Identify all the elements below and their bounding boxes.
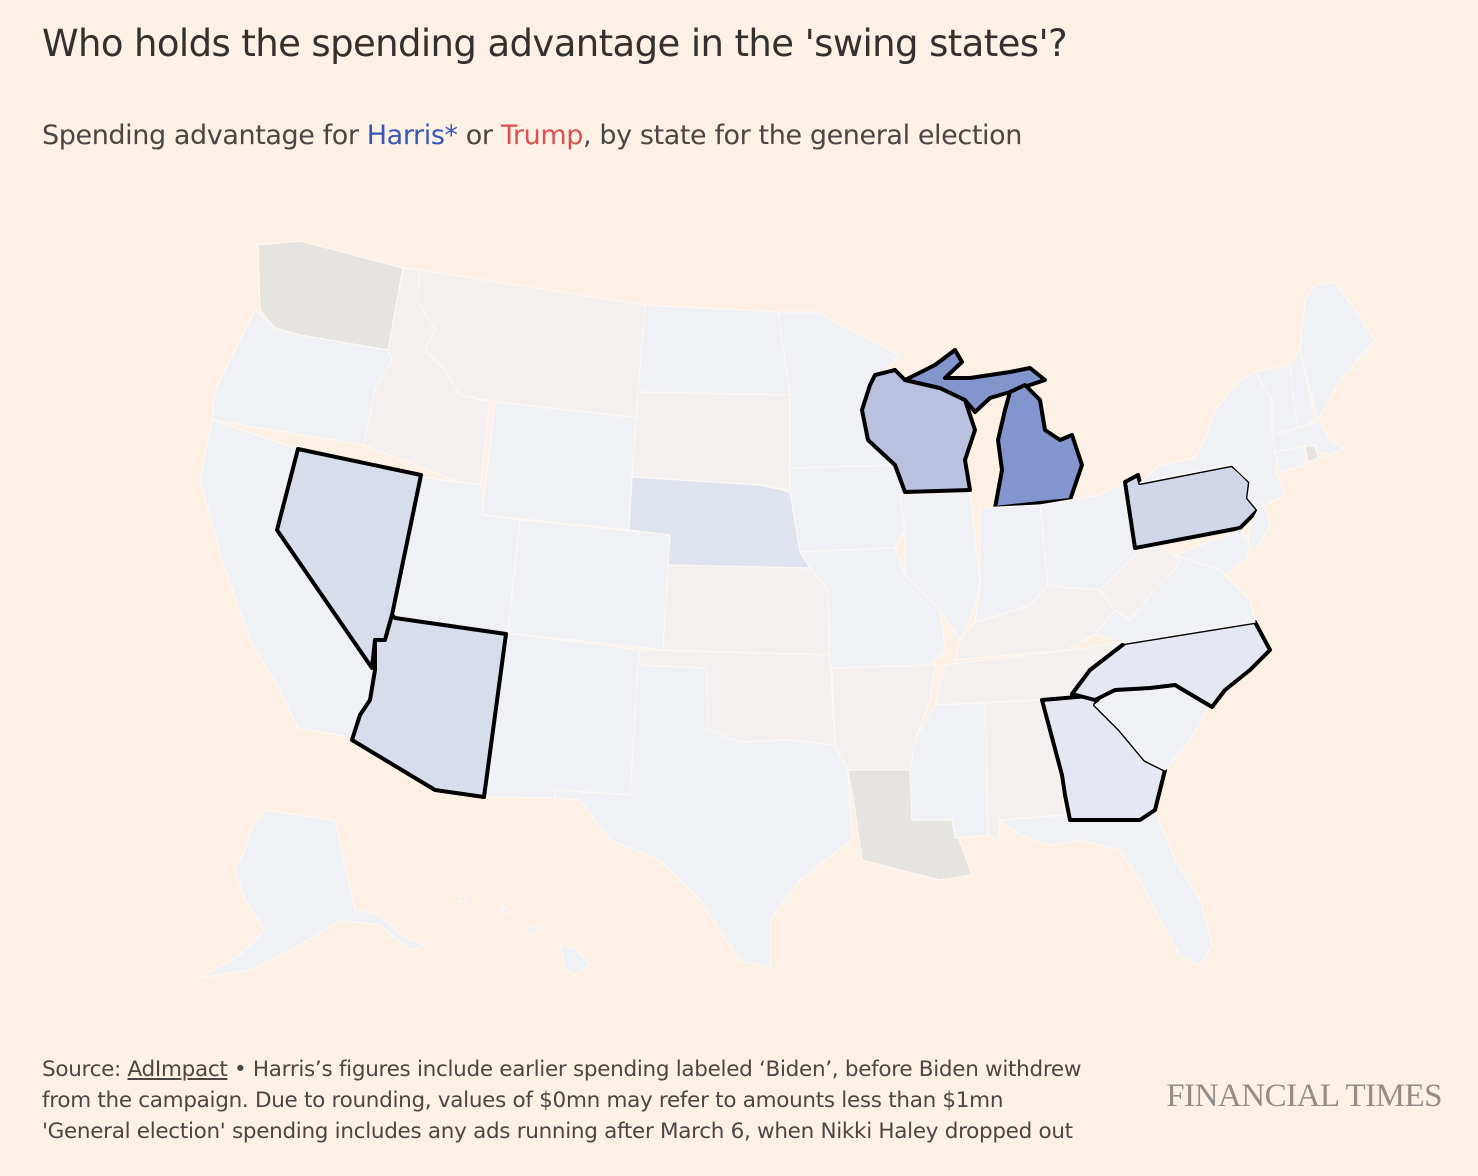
- state-hawaii[interactable]: [459, 894, 591, 976]
- subtitle-prefix: Spending advantage for: [42, 120, 367, 151]
- state-florida[interactable]: [999, 809, 1213, 966]
- financial-times-logo: FINANCIAL TIMES: [1166, 1078, 1442, 1114]
- state-wyoming[interactable]: [481, 401, 639, 531]
- state-kansas[interactable]: [662, 564, 831, 656]
- state-kentucky[interactable]: [954, 584, 1116, 661]
- state-missouri[interactable]: [799, 547, 946, 669]
- footnote-general-election: 'General election' spending includes any…: [42, 1119, 1073, 1144]
- state-westvirginia[interactable]: [1099, 544, 1181, 621]
- state-maryland[interactable]: [1174, 529, 1251, 576]
- subtitle-or: or: [457, 120, 501, 151]
- footnote-text: • Harris’s figures include earlier spend…: [42, 1057, 1082, 1113]
- chart-subtitle: Spending advantage for Harris* or Trump,…: [42, 120, 1022, 151]
- state-southdakota[interactable]: [631, 391, 791, 491]
- chart-title: Who holds the spending advantage in the …: [42, 22, 1068, 65]
- state-iowa[interactable]: [789, 464, 911, 553]
- legend-harris: Harris*: [366, 120, 458, 151]
- source-label: Source:: [42, 1057, 128, 1082]
- state-connecticut[interactable]: [1274, 445, 1306, 473]
- legend-trump: Trump: [500, 120, 584, 151]
- state-texas[interactable]: [554, 664, 853, 969]
- state-alaska[interactable]: [199, 809, 426, 979]
- state-arizona[interactable]: [350, 613, 508, 799]
- state-northdakota[interactable]: [637, 304, 791, 396]
- us-map: [199, 240, 1376, 979]
- state-newmexico[interactable]: [484, 632, 641, 799]
- chart-footer: Source: AdImpact • Harris’s figures incl…: [42, 1054, 1122, 1147]
- state-northcarolina[interactable]: [1070, 620, 1272, 709]
- subtitle-suffix: , by state for the general election: [583, 120, 1022, 151]
- state-georgia[interactable]: [1040, 693, 1167, 822]
- state-colorado[interactable]: [507, 519, 671, 651]
- state-rhodeisland[interactable]: [1304, 445, 1319, 463]
- source-link-adimpact[interactable]: AdImpact: [127, 1057, 228, 1082]
- state-michigan-lower[interactable]: [993, 383, 1084, 510]
- state-maine[interactable]: [1299, 281, 1376, 421]
- state-michigan-upper[interactable]: [903, 348, 1047, 414]
- state-newjersey[interactable]: [1247, 497, 1271, 549]
